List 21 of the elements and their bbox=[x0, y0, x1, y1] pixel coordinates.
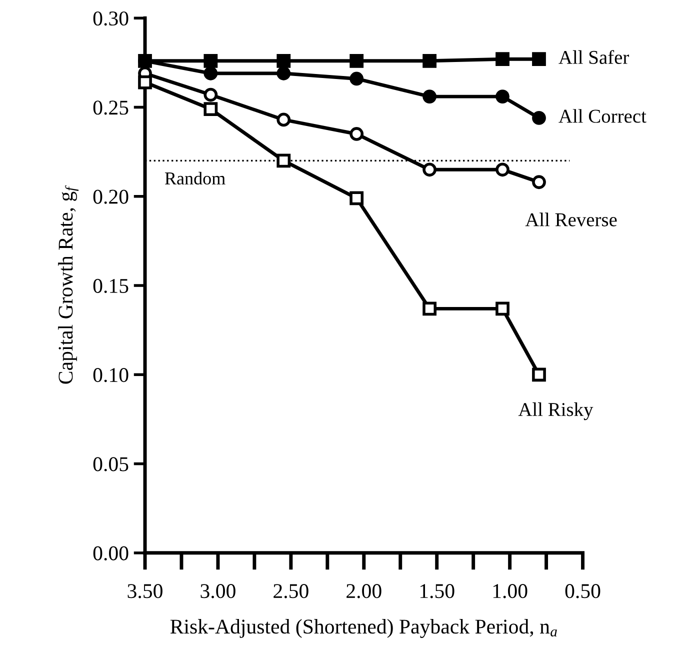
x-tick-label: 3.50 bbox=[128, 584, 162, 598]
y-tick-label: 0.30 bbox=[93, 11, 128, 26]
x-tick-label: 1.50 bbox=[420, 584, 454, 598]
y-tick-label: 0.25 bbox=[93, 100, 128, 115]
y-tick-label: 0.15 bbox=[93, 278, 128, 294]
y-tick-label: 0.00 bbox=[93, 546, 128, 560]
x-tick-label: 1.00 bbox=[493, 584, 528, 598]
y-tick-label: 0.20 bbox=[93, 190, 128, 204]
series-label: All Safer bbox=[558, 50, 629, 64]
ref-line-label: Random bbox=[164, 172, 226, 185]
y-tick-label: 0.10 bbox=[93, 368, 128, 382]
y-tick-label: 0.05 bbox=[93, 457, 128, 472]
series-label: All Risky bbox=[518, 402, 594, 420]
series-label: All Reverse bbox=[525, 212, 617, 226]
x-tick-label: 0.50 bbox=[565, 584, 600, 598]
x-tick-label: 3.00 bbox=[200, 584, 236, 598]
x-axis-title: Risk-Adjusted (Shortened) Payback Period, n$_{a}$ bbox=[170, 619, 557, 638]
y-axis-title: Capital Growth Rate, g$_{f}$ bbox=[58, 185, 78, 384]
x-tick-label: 2.50 bbox=[274, 584, 308, 598]
x-tick-label: 2.00 bbox=[346, 584, 382, 598]
series-label: All Correct bbox=[558, 109, 646, 123]
